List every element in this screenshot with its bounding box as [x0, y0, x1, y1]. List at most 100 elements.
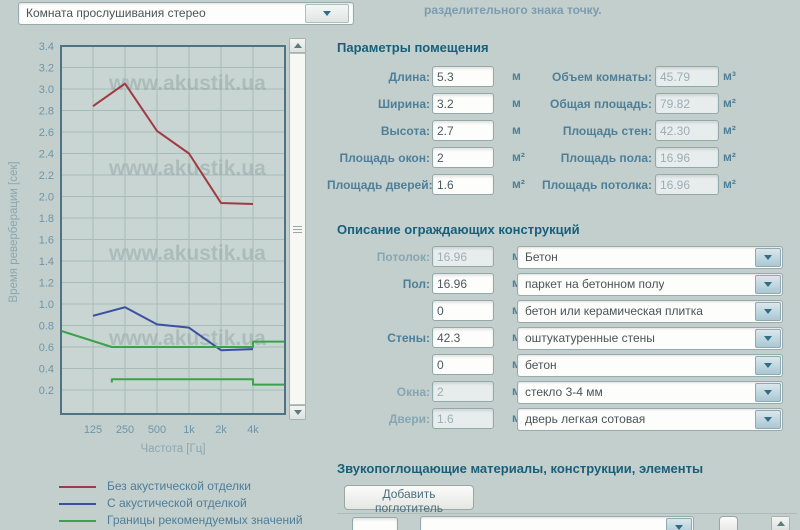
doors-label: Двери: — [388, 412, 430, 426]
floor-area-unit: м² — [723, 150, 736, 164]
floor-label: Пол: — [402, 277, 430, 291]
windows-material-select[interactable]: стекло 3-4 мм — [517, 381, 783, 404]
walls-area-field[interactable] — [432, 327, 494, 348]
absorber-row-button[interactable] — [719, 516, 738, 530]
svg-text:250: 250 — [116, 424, 134, 436]
length-label: Длина: — [388, 70, 430, 84]
ceiling-area-label: Площадь потолка: — [541, 178, 652, 192]
walls-material-value: оштукатуренные стены — [525, 331, 655, 345]
svg-text:0.4: 0.4 — [39, 364, 54, 376]
svg-text:0.6: 0.6 — [39, 342, 54, 354]
add-absorber-button[interactable]: Добавить поглотитель — [344, 485, 474, 515]
windows-material-value: стекло 3-4 мм — [525, 385, 603, 399]
ceiling-material-select[interactable]: Бетон — [517, 246, 783, 269]
legend-item: С акустической отделкой — [0, 496, 330, 511]
arrow-up-icon — [293, 43, 302, 48]
svg-text:1.8: 1.8 — [39, 213, 54, 225]
legend-line-green — [59, 520, 96, 522]
room-volume-unit: м³ — [723, 69, 736, 83]
walls-area-label: Площадь стен: — [562, 124, 652, 138]
svg-text:2.0: 2.0 — [39, 192, 54, 204]
total-area-input — [655, 93, 719, 114]
length-input[interactable] — [432, 66, 494, 87]
width-unit: м — [512, 96, 521, 110]
walls2-area-field[interactable] — [432, 354, 494, 375]
windows-area-field — [432, 381, 494, 402]
doors-area-label: Площадь дверей: — [327, 178, 433, 192]
chevron-down-icon — [764, 417, 772, 422]
windows-area-label: Площадь окон: — [339, 151, 430, 165]
ceiling-area-unit: м² — [723, 177, 736, 191]
floor2-material-select[interactable]: бетон или керамическая плитка — [517, 300, 783, 323]
watermark: www.akustik.ua — [108, 242, 266, 265]
svg-text:0.2: 0.2 — [39, 385, 54, 397]
svg-text:1.4: 1.4 — [39, 256, 54, 268]
arrow-down-icon — [293, 410, 302, 415]
chart-scrollbar[interactable] — [289, 38, 306, 420]
floor-area-field[interactable] — [432, 273, 494, 294]
walls2-material-dropdown-button[interactable] — [755, 356, 781, 375]
floor2-material-dropdown-button[interactable] — [755, 302, 781, 321]
room-type-value: Комната прослушивания стерео — [26, 6, 206, 20]
chart-scrollbar-up-button[interactable] — [290, 39, 305, 53]
total-area-unit: м² — [723, 96, 736, 110]
svg-text:500: 500 — [148, 424, 166, 436]
walls-material-dropdown-button[interactable] — [755, 329, 781, 348]
windows-material-dropdown-button[interactable] — [755, 383, 781, 402]
height-label: Высота: — [380, 124, 430, 138]
chart-scrollbar-down-button[interactable] — [290, 405, 305, 419]
svg-text:4k: 4k — [247, 424, 259, 436]
absorber-material-select[interactable] — [420, 516, 694, 530]
svg-text:1k: 1k — [183, 424, 195, 436]
walls-material-select[interactable]: оштукатуренные стены — [517, 327, 783, 350]
svg-text:1.6: 1.6 — [39, 235, 54, 247]
watermark: www.akustik.ua — [108, 327, 266, 350]
chart-scrollbar-thumb[interactable] — [290, 53, 305, 405]
walls-area-unit: м² — [723, 123, 736, 137]
absorbers-scrollbar[interactable] — [771, 516, 790, 530]
ceiling-label: Потолок: — [376, 250, 430, 264]
svg-text:0.8: 0.8 — [39, 321, 54, 333]
ceiling-material-dropdown-button[interactable] — [755, 248, 781, 267]
svg-text:2.4: 2.4 — [39, 149, 54, 161]
section-title-absorbers: Звукопоглощающие материалы, конструкции,… — [337, 461, 704, 476]
absorber-material-dropdown-button[interactable] — [666, 518, 692, 530]
room-type-select[interactable]: Комната прослушивания стерео — [18, 2, 354, 25]
svg-text:125: 125 — [84, 424, 102, 436]
reverberation-chart: www.akustik.ua www.akustik.ua www.akustik.… — [8, 41, 286, 455]
svg-text:1.2: 1.2 — [39, 278, 54, 290]
windows-area-input[interactable] — [432, 147, 494, 168]
svg-text:3.0: 3.0 — [39, 84, 54, 96]
watermark: www.akustik.ua — [108, 72, 266, 95]
doors-material-dropdown-button[interactable] — [755, 410, 781, 429]
series-line — [60, 329, 285, 348]
svg-text:1.0: 1.0 — [39, 299, 54, 311]
floor-material-dropdown-button[interactable] — [755, 275, 781, 294]
chevron-down-icon — [764, 282, 772, 287]
room-type-dropdown-button[interactable] — [305, 4, 349, 23]
legend-item: Границы рекомендуемых значений — [0, 513, 330, 528]
chevron-down-icon — [764, 390, 772, 395]
doors-material-select[interactable]: дверь легкая сотовая — [517, 408, 783, 431]
section-title-room-params: Параметры помещения — [337, 40, 489, 55]
absorber-quantity-input[interactable] — [352, 517, 398, 530]
legend-label: Границы рекомендуемых значений — [107, 513, 303, 527]
doors-area-unit: м² — [512, 177, 525, 191]
floor2-area-field[interactable] — [432, 300, 494, 321]
legend-label: С акустической отделкой — [107, 496, 247, 510]
walls-area-input — [655, 120, 719, 141]
series-line — [92, 82, 254, 206]
watermark: www.akustik.ua — [108, 157, 266, 180]
windows-label: Окна: — [396, 385, 430, 399]
height-input[interactable] — [432, 120, 494, 141]
legend-item: Без акустической отделки — [0, 479, 330, 494]
svg-text:2.8: 2.8 — [39, 106, 54, 118]
walls-label: Стены: — [387, 331, 430, 345]
windows-area-unit: м² — [512, 150, 525, 164]
walls2-material-select[interactable]: бетон — [517, 354, 783, 377]
doors-area-input[interactable] — [432, 174, 494, 195]
absorbers-scrollbar-up-button[interactable] — [772, 517, 789, 530]
doors-area-field — [432, 408, 494, 429]
width-input[interactable] — [432, 93, 494, 114]
floor-material-select[interactable]: паркет на бетонном полу — [517, 273, 783, 296]
